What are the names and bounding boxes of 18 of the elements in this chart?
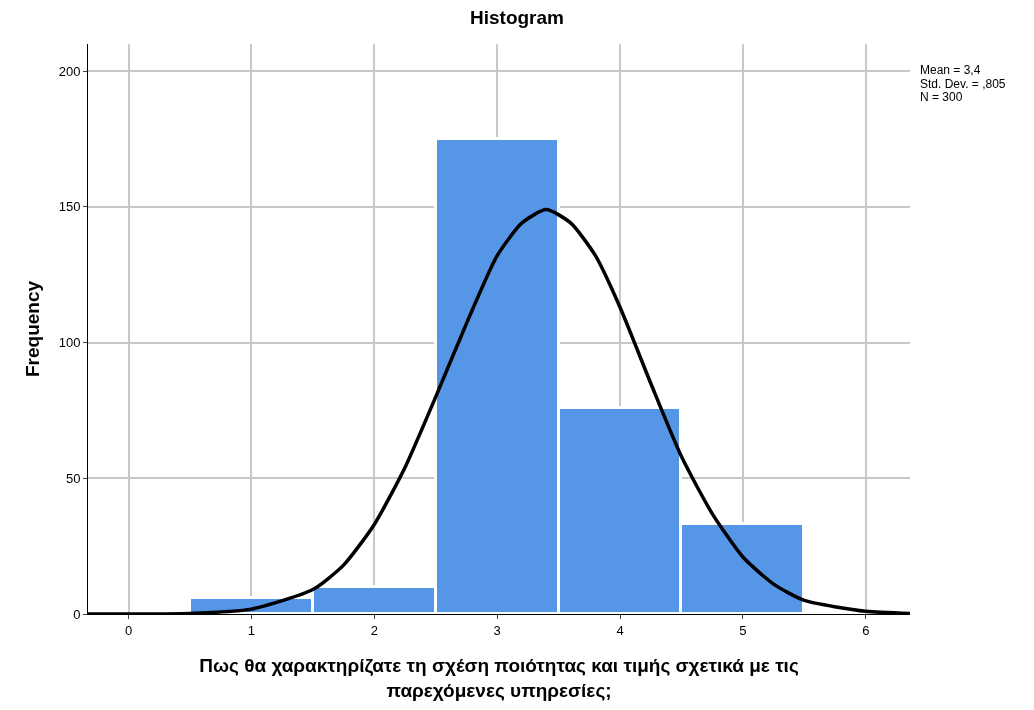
x-tick-label: 4 xyxy=(616,622,624,638)
x-tick-label: 6 xyxy=(862,622,870,638)
x-tick-label: 2 xyxy=(370,622,378,638)
y-tick-label: 0 xyxy=(73,606,81,622)
y-tick-label: 50 xyxy=(65,470,81,486)
x-tick-label: 3 xyxy=(493,622,501,638)
y-tick-label: 200 xyxy=(58,63,81,79)
y-tick-label: 150 xyxy=(58,199,81,215)
text: Std. Dev. = ,805 xyxy=(920,77,1006,91)
y-tick-label: 100 xyxy=(58,335,81,351)
x-tick-label: 1 xyxy=(247,622,256,638)
y-axis-title: Frequency xyxy=(21,280,43,378)
x-tick-label: 5 xyxy=(739,622,747,638)
chart-title: Histogram xyxy=(470,6,564,28)
text: Mean = 3,4 xyxy=(920,63,981,77)
x-tick-label: 0 xyxy=(124,622,133,638)
text: N = 300 xyxy=(920,90,963,104)
x-axis-title: Πως θα χαρακτηρίζατε τη σχέση ποιότητας και τιμής σχετικά με τις παρεχόμενες υπηρεσίες; xyxy=(199,655,799,702)
